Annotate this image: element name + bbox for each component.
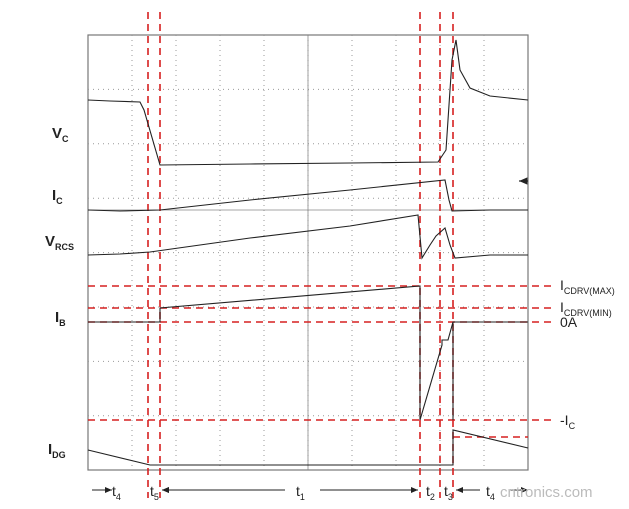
signal-label: IB — [55, 309, 66, 328]
level-label: 0A — [560, 314, 578, 330]
signal-label-main: V — [52, 125, 62, 142]
interval-label-main: t — [112, 483, 116, 499]
waveforms — [87, 39, 529, 466]
level-label-sub: C — [569, 421, 576, 431]
interval-label: t4 — [486, 483, 495, 502]
interval-label-main: t — [444, 483, 448, 499]
interval-label: t4 — [112, 483, 121, 502]
interval-label-sub: 3 — [448, 492, 453, 502]
signal-label-sub: B — [59, 318, 66, 328]
level-label: -IC — [560, 412, 576, 431]
level-label-sub: CDRV(MIN) — [564, 308, 612, 318]
level-label: ICDRV(MAX) — [560, 277, 615, 296]
level-label-main: I — [560, 299, 564, 315]
signal-label-main: V — [45, 233, 55, 250]
signal-label-main: I — [52, 187, 56, 204]
signal-label: IC — [52, 187, 63, 206]
level-label-main: 0A — [560, 314, 578, 330]
interval-label-main: t — [426, 483, 430, 499]
level-label-main: -I — [560, 412, 569, 428]
scope-grid — [87, 34, 529, 471]
signal-label: IDG — [48, 441, 66, 460]
interval-label-main: t — [150, 483, 154, 499]
interval-label-sub: 4 — [116, 492, 121, 502]
level-label-sub: CDRV(MAX) — [564, 286, 615, 296]
interval-label: t1 — [296, 483, 305, 502]
interval-label-sub: 1 — [300, 492, 305, 502]
level-label-main: I — [560, 277, 564, 293]
interval-label-sub: 5 — [154, 492, 159, 502]
signal-label-sub: C — [62, 134, 69, 144]
level-label: ICDRV(MIN) — [560, 299, 612, 318]
signal-label-sub: RCS — [55, 242, 74, 252]
interval-label-sub: 4 — [490, 492, 495, 502]
signal-label: VRCS — [45, 233, 74, 252]
interval-label-main: t — [486, 483, 490, 499]
labels: VCICVRCSIBIDGICDRV(MAX)ICDRV(MIN)0A-ICt4… — [45, 125, 615, 502]
signal-label-sub: DG — [52, 450, 66, 460]
interval-label-main: t — [296, 483, 300, 499]
watermark: cntronics.com — [500, 484, 593, 501]
signal-label-sub: C — [56, 196, 63, 206]
interval-label: t3 — [444, 483, 453, 502]
signal-label-main: I — [55, 309, 59, 326]
interval-label: t2 — [426, 483, 435, 502]
signal-label-main: I — [48, 441, 52, 458]
signal-label: VC — [52, 125, 69, 144]
interval-label: t5 — [150, 483, 159, 502]
interval-label-sub: 2 — [430, 492, 435, 502]
